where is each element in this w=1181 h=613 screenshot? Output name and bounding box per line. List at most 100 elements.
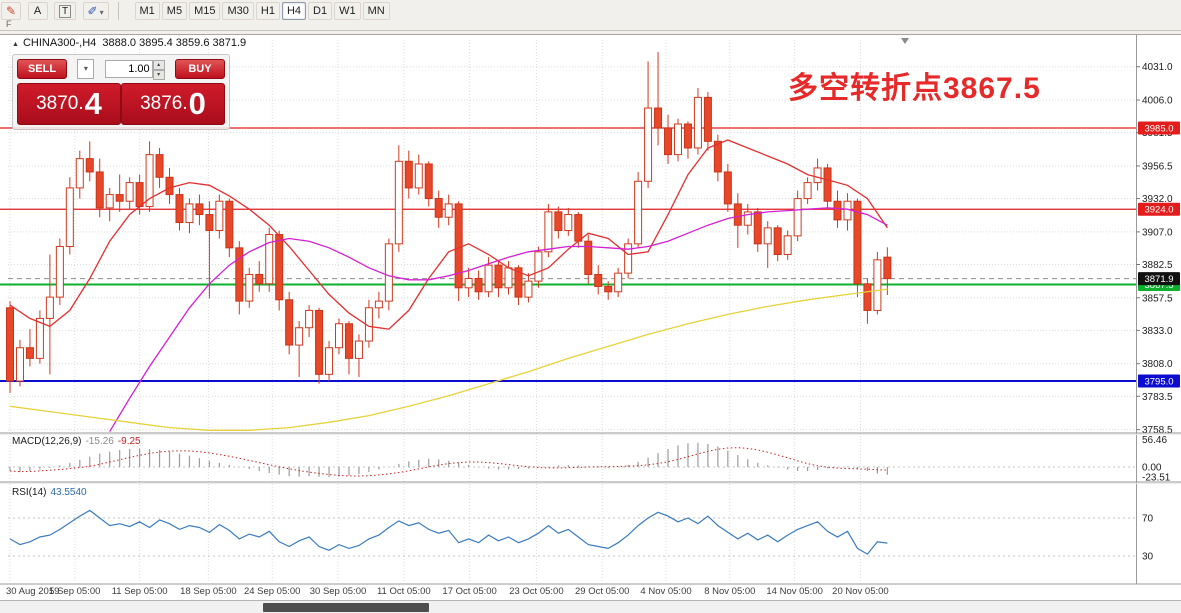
timeframe-w1-button[interactable]: W1 <box>334 2 361 20</box>
price-badge-3985.0 <box>1138 121 1180 135</box>
symbol-ohlc-text: CHINA300-,H4 3888.0 3895.4 3859.6 3871.9 <box>22 37 247 49</box>
svg-text:3867.5: 3867.5 <box>1144 280 1173 291</box>
svg-text:3985.0: 3985.0 <box>1144 124 1173 135</box>
svg-text:4 Nov 05:00: 4 Nov 05:00 <box>640 586 691 597</box>
svg-text:0.00: 0.00 <box>1142 462 1162 473</box>
svg-text:29 Oct 05:00: 29 Oct 05:00 <box>575 586 629 597</box>
label-a-button[interactable]: A <box>27 2 48 20</box>
volume-input[interactable] <box>104 60 153 78</box>
main-chart-layer <box>0 52 1136 432</box>
pencil-tool-button[interactable]: ✎ <box>1 2 22 20</box>
one-click-trading-panel: SELL ▾ ▴ ▾ BUY 3870.4 3876.0 <box>12 54 230 130</box>
svg-text:30 Sep 05:00: 30 Sep 05:00 <box>310 586 367 597</box>
timeframe-h1-button[interactable]: H1 <box>255 2 280 20</box>
svg-text:3833.0: 3833.0 <box>1142 326 1173 337</box>
svg-text:3783.5: 3783.5 <box>1142 392 1173 403</box>
rsi-line <box>9 509 888 555</box>
svg-text:17 Oct 05:00: 17 Oct 05:00 <box>442 586 496 597</box>
chart-annotation-text: 多空转折点3867.5 <box>788 72 1041 105</box>
chart-plot[interactable]: 4031.04006.03981.53956.53932.03907.03882… <box>0 33 1181 613</box>
current-price-badge <box>1138 272 1180 286</box>
sell-button[interactable]: SELL <box>17 59 67 79</box>
toolbar: ✎ A T ✐ ▾ M1 M5 M15 M30 H1 H4 D1 W1 MN F <box>0 0 1181 31</box>
svg-text:4031.0: 4031.0 <box>1142 62 1173 73</box>
candles-layer <box>6 52 892 393</box>
svg-text:3857.5: 3857.5 <box>1142 293 1173 304</box>
mid-ma-line <box>109 207 888 432</box>
macd-main-value: -15.26 <box>85 436 114 447</box>
volume-decrease-button[interactable]: ▾ <box>152 70 165 80</box>
bid-price-pip: 4 <box>84 86 102 121</box>
svg-text:4006.0: 4006.0 <box>1142 96 1173 107</box>
svg-text:11 Oct 05:00: 11 Oct 05:00 <box>377 586 431 597</box>
svg-text:3871.9: 3871.9 <box>1144 274 1173 285</box>
svg-text:11 Sep 05:00: 11 Sep 05:00 <box>112 586 168 597</box>
pencil-icon: ✎ <box>6 4 17 18</box>
rsi-indicator-label: RSI(14) 43.5540 <box>12 487 87 498</box>
toolbar-dock-label: F <box>6 19 12 29</box>
svg-text:3924.0: 3924.0 <box>1144 205 1173 216</box>
svg-text:3956.5: 3956.5 <box>1142 161 1173 172</box>
svg-text:18 Sep 05:00: 18 Sep 05:00 <box>180 586 237 597</box>
svg-text:8 Nov 05:00: 8 Nov 05:00 <box>704 586 755 597</box>
fast-ma-line <box>9 139 888 330</box>
macd-signal-value: -9.25 <box>117 436 141 447</box>
toolbar-separator <box>118 2 120 20</box>
svg-text:3808.0: 3808.0 <box>1142 359 1173 370</box>
grid-layer <box>8 40 1136 582</box>
text-t-button[interactable]: T <box>53 2 77 20</box>
macd-panel <box>8 442 1136 478</box>
horizontal-scrollbar[interactable] <box>0 600 1181 613</box>
timeframe-h4-button[interactable]: H4 <box>281 2 307 20</box>
scrollbar-thumb[interactable] <box>263 603 429 612</box>
svg-text:30: 30 <box>1142 552 1154 563</box>
brush-icon: ✐ <box>87 4 98 18</box>
rsi-panel <box>8 509 1136 557</box>
sell-price-display[interactable]: 3870. 4 <box>17 83 121 125</box>
price-badge-3924.0 <box>1138 202 1180 216</box>
timeframe-m5-button[interactable]: M5 <box>161 2 188 20</box>
volume-increase-button[interactable]: ▴ <box>152 60 165 70</box>
volume-dropdown[interactable]: ▾ <box>77 59 95 79</box>
svg-text:3758.5: 3758.5 <box>1142 425 1173 436</box>
svg-text:24 Sep 05:00: 24 Sep 05:00 <box>244 586 301 597</box>
rsi-value: 43.5540 <box>50 487 87 498</box>
macd-indicator-label: MACD(12,26,9) -15.26 -9.25 <box>12 436 141 447</box>
svg-text:20 Nov 05:00: 20 Nov 05:00 <box>832 586 889 597</box>
svg-text:56.46: 56.46 <box>1142 435 1167 446</box>
brush-dropdown-button[interactable]: ✐ ▾ <box>82 2 109 20</box>
svg-text:3907.0: 3907.0 <box>1142 227 1173 238</box>
svg-text:30 Aug 2019: 30 Aug 2019 <box>6 586 59 597</box>
price-badge-3795.0 <box>1138 374 1180 388</box>
chart-ohlc-info: ▲ CHINA300-,H4 3888.0 3895.4 3859.6 3871.… <box>12 37 246 49</box>
macd-name: MACD(12,26,9) <box>12 436 82 447</box>
svg-text:5 Sep 05:00: 5 Sep 05:00 <box>49 586 100 597</box>
chevron-down-icon: ▾ <box>99 8 104 17</box>
autoscroll-arrow-icon <box>901 38 909 44</box>
volume-stepper: ▴ ▾ <box>152 60 165 80</box>
collapse-panel-icon[interactable]: ▲ <box>12 41 19 48</box>
buy-price-display[interactable]: 3876. 0 <box>121 83 225 125</box>
svg-text:70: 70 <box>1142 514 1154 525</box>
text-t-label: T <box>58 5 72 18</box>
slow-ma-line <box>9 288 888 431</box>
ask-price-main: 3876. <box>140 93 188 114</box>
svg-text:-23.51: -23.51 <box>1142 473 1171 484</box>
svg-text:3795.0: 3795.0 <box>1144 377 1173 388</box>
timeframe-mn-button[interactable]: MN <box>362 2 390 20</box>
chevron-down-icon: ▾ <box>83 64 88 73</box>
timeframe-m1-button[interactable]: M1 <box>134 2 160 20</box>
timeframe-group: M1 M5 M15 M30 H1 H4 D1 W1 MN <box>134 0 391 20</box>
timeframe-d1-button[interactable]: D1 <box>308 2 333 20</box>
timeframe-m30-button[interactable]: M30 <box>222 2 254 20</box>
svg-text:14 Nov 05:00: 14 Nov 05:00 <box>766 586 823 597</box>
bid-price-main: 3870. <box>36 93 84 114</box>
rsi-name: RSI(14) <box>12 487 47 498</box>
buy-button[interactable]: BUY <box>174 59 225 79</box>
svg-text:3932.0: 3932.0 <box>1142 194 1173 205</box>
timeframe-m15-button[interactable]: M15 <box>189 2 221 20</box>
svg-text:23 Oct 05:00: 23 Oct 05:00 <box>509 586 563 597</box>
svg-text:3882.5: 3882.5 <box>1142 260 1173 271</box>
ask-price-pip: 0 <box>188 86 206 121</box>
